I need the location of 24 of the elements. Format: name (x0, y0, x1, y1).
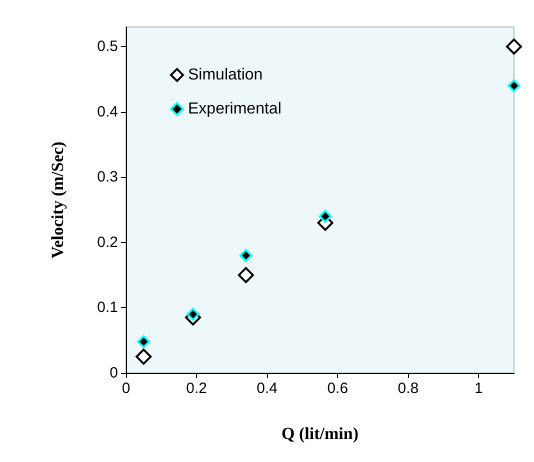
point (238, 267, 254, 284)
point (137, 335, 150, 348)
y-tick-label: 0 (110, 364, 118, 382)
x-tick-label: 0.6 (327, 380, 348, 397)
x-tick-label: 1 (474, 380, 483, 397)
y-tick-label: 0.5 (97, 38, 118, 56)
legend-label: Experimental (188, 100, 282, 118)
y-tick-label: 0.3 (97, 168, 118, 186)
y-tick-label: 0.4 (97, 103, 118, 120)
point (239, 248, 252, 262)
point (136, 348, 152, 365)
y-tick-label: 0.1 (97, 299, 118, 316)
x-tick-label: 0.4 (256, 380, 278, 397)
x-axis-title: Q (lit/min) (282, 424, 358, 443)
x-tick-label: 0.8 (398, 380, 419, 397)
x-tick-label: 0 (122, 380, 130, 397)
y-axis-title: Velocity (m/Sec) (48, 142, 67, 258)
point (506, 38, 522, 55)
x-tick-label: 0.2 (186, 380, 207, 397)
point (186, 308, 200, 321)
legend-label: Simulation (188, 66, 263, 84)
point (508, 79, 520, 92)
point (318, 210, 332, 223)
y-tick-label: 0.2 (97, 234, 118, 251)
